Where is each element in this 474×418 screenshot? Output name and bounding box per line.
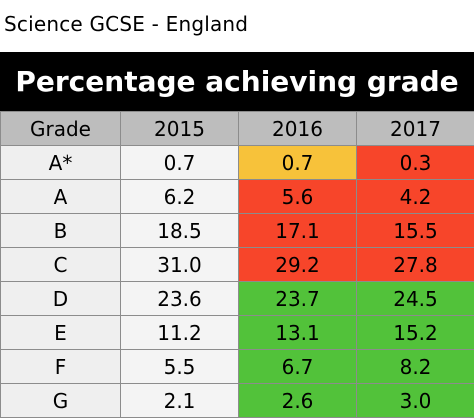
value-cell-2016: 6.7 [239, 350, 357, 384]
column-header-2015: 2015 [121, 112, 239, 146]
value-cell-2015: 6.2 [121, 180, 239, 214]
value-cell-2017: 24.5 [357, 282, 474, 316]
value-cell-2017: 15.2 [357, 316, 474, 350]
value-cell-2017: 4.2 [357, 180, 474, 214]
value-cell-2016: 5.6 [239, 180, 357, 214]
value-cell-2015: 11.2 [121, 316, 239, 350]
grade-cell: A* [1, 146, 121, 180]
header-row: Grade 2015 2016 2017 [1, 112, 474, 146]
title-bar: Percentage achieving grade [0, 52, 474, 111]
grade-cell: C [1, 248, 121, 282]
value-cell-2016: 0.7 [239, 146, 357, 180]
grade-cell: B [1, 214, 121, 248]
value-cell-2016: 2.6 [239, 384, 357, 418]
value-cell-2016: 29.2 [239, 248, 357, 282]
value-cell-2015: 31.0 [121, 248, 239, 282]
value-cell-2016: 17.1 [239, 214, 357, 248]
value-cell-2015: 23.6 [121, 282, 239, 316]
value-cell-2015: 18.5 [121, 214, 239, 248]
value-cell-2017: 27.8 [357, 248, 474, 282]
top-bar: Science GCSE - England [0, 0, 474, 52]
value-cell-2017: 8.2 [357, 350, 474, 384]
column-header-grade: Grade [1, 112, 121, 146]
table-title: Percentage achieving grade [15, 65, 458, 98]
value-cell-2017: 15.5 [357, 214, 474, 248]
value-cell-2015: 0.7 [121, 146, 239, 180]
column-header-2016: 2016 [239, 112, 357, 146]
grade-cell: G [1, 384, 121, 418]
value-cell-2017: 0.3 [357, 146, 474, 180]
value-cell-2017: 3.0 [357, 384, 474, 418]
grade-cell: F [1, 350, 121, 384]
grade-cell: A [1, 180, 121, 214]
value-cell-2016: 13.1 [239, 316, 357, 350]
grade-cell: D [1, 282, 121, 316]
column-header-2017: 2017 [357, 112, 474, 146]
value-cell-2016: 23.7 [239, 282, 357, 316]
value-cell-2015: 5.5 [121, 350, 239, 384]
value-cell-2015: 2.1 [121, 384, 239, 418]
subtitle: Science GCSE - England [4, 12, 248, 36]
grade-cell: E [1, 316, 121, 350]
